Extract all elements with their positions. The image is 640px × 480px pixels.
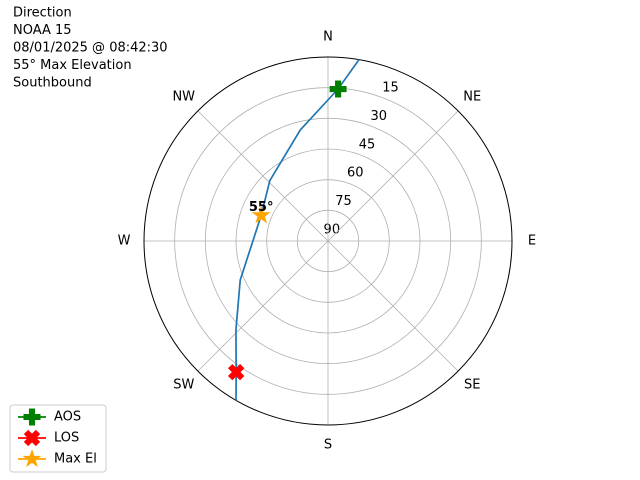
marker-x <box>228 363 245 381</box>
grid-spoke <box>327 240 459 372</box>
marker-star <box>251 205 271 224</box>
r-tick-label: 30 <box>370 109 387 124</box>
polar-frame <box>143 56 513 426</box>
title-line: NOAA 15 <box>13 23 72 38</box>
marker-plus <box>329 80 347 98</box>
r-tick-label: 75 <box>335 194 352 209</box>
theta-tick-label: W <box>118 234 131 249</box>
theta-tick-label: E <box>528 234 536 249</box>
title-line: Southbound <box>13 76 92 91</box>
theta-tick-label: N <box>323 30 333 45</box>
theta-tick-label: NW <box>172 89 195 104</box>
title-line: 55° Max Elevation <box>13 58 132 73</box>
legend-marker <box>23 429 41 447</box>
legend-label: Max El <box>54 452 97 467</box>
r-tick-label: 60 <box>347 166 364 181</box>
theta-tick-label: S <box>324 438 332 453</box>
annotation: 55° <box>249 200 274 215</box>
r-tick-label: 45 <box>359 137 376 152</box>
pass-track <box>235 59 360 401</box>
grid-spoke <box>197 110 329 242</box>
title-line: Direction <box>13 6 72 21</box>
r-tick-label: 90 <box>324 222 341 237</box>
grid-spoke <box>197 240 329 372</box>
legend-label: AOS <box>54 410 81 425</box>
theta-tick-label: NE <box>463 89 481 104</box>
theta-tick-label: SW <box>173 378 194 393</box>
legend-marker <box>23 408 41 426</box>
grid-spoke <box>327 110 459 242</box>
theta-tick-label: SE <box>464 378 480 393</box>
r-tick-label: 15 <box>382 81 399 96</box>
title-line: 08/01/2025 @ 08:42:30 <box>13 41 168 56</box>
legend-marker <box>22 449 42 468</box>
legend-label: LOS <box>54 431 79 446</box>
